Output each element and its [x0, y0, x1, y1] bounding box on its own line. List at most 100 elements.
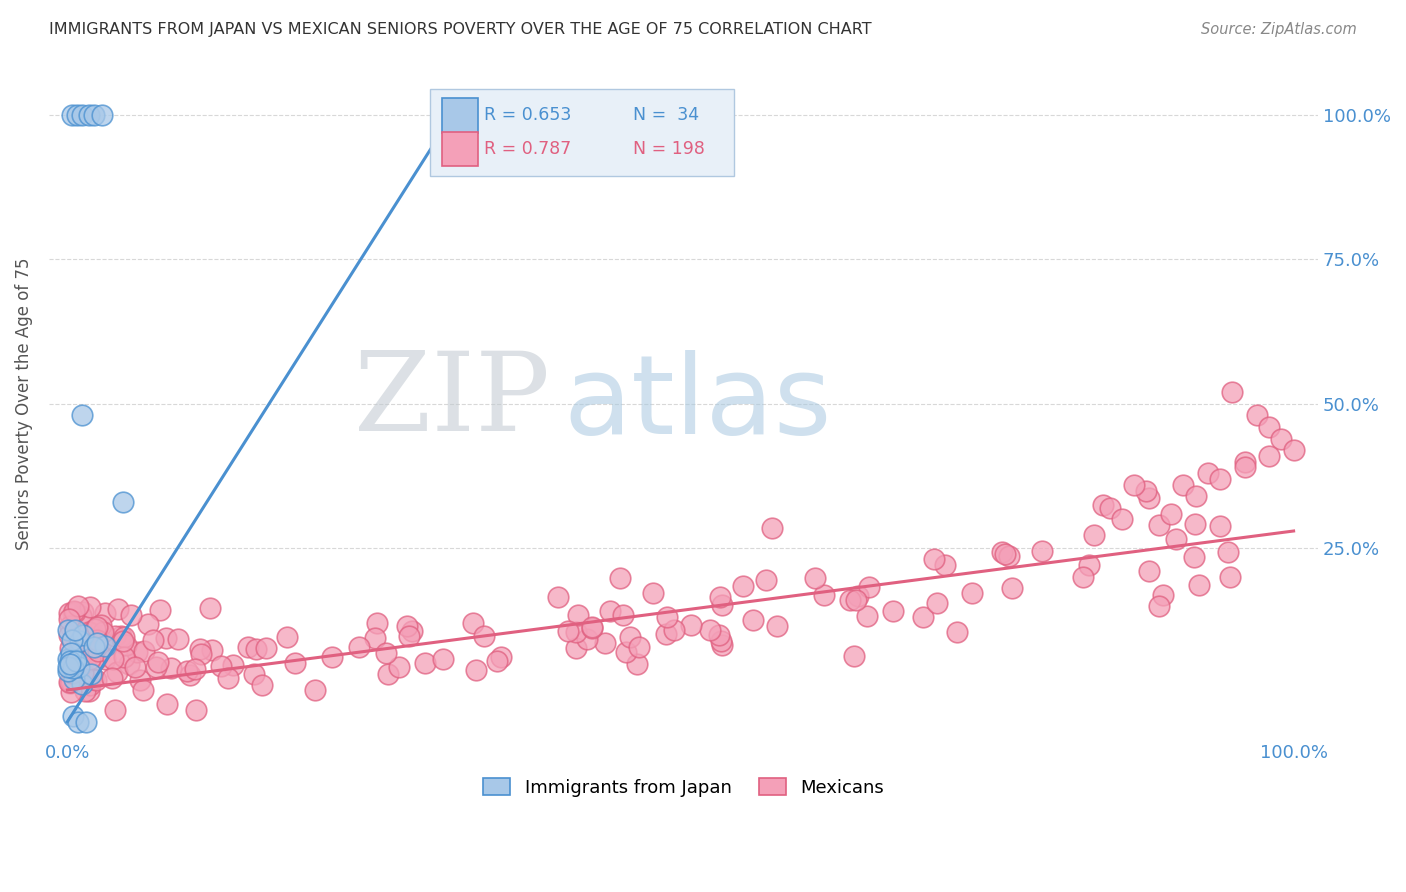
Text: N =  34: N = 34 [633, 106, 699, 125]
Point [643, 586, 665, 600]
Point [75, 665, 97, 680]
Point [62, 649, 84, 664]
Point [120, 607, 142, 622]
Point [934, 558, 956, 572]
Point [911, 610, 934, 624]
Point [104, 629, 127, 643]
Point [599, 604, 621, 618]
Point [709, 591, 731, 605]
Point [65, 654, 87, 668]
Point [804, 571, 827, 585]
Point [62, 665, 84, 680]
Point [132, 682, 155, 697]
Point [67, 660, 90, 674]
Point [59, 676, 82, 690]
Point [242, 666, 264, 681]
Point [62, 668, 84, 682]
Point [1123, 477, 1146, 491]
Point [463, 616, 485, 631]
Point [87, 640, 110, 655]
Point [401, 624, 423, 638]
Point [1071, 570, 1094, 584]
Point [765, 619, 787, 633]
Point [1137, 491, 1160, 505]
Point [134, 643, 156, 657]
Point [110, 629, 132, 643]
Point [813, 588, 835, 602]
Point [413, 656, 436, 670]
Point [60, 632, 83, 647]
Point [1184, 489, 1206, 503]
Point [395, 619, 418, 633]
Point [1160, 507, 1182, 521]
Point [366, 616, 388, 631]
Point [681, 618, 703, 632]
Point [114, 638, 136, 652]
Point [65, 632, 87, 647]
Point [62, 661, 84, 675]
Point [111, 495, 134, 509]
Point [167, 632, 190, 646]
Point [67, 714, 90, 729]
Point [252, 678, 274, 692]
Point [86, 652, 108, 666]
Point [1188, 577, 1211, 591]
Point [63, 604, 86, 618]
Point [254, 640, 277, 655]
Point [710, 634, 733, 648]
Point [377, 666, 399, 681]
Point [1135, 483, 1157, 498]
Point [1091, 498, 1114, 512]
Point [1197, 466, 1219, 480]
Point [179, 667, 201, 681]
Point [1111, 512, 1133, 526]
Point [84, 673, 107, 687]
Point [86, 633, 108, 648]
Point [63, 605, 86, 619]
Point [374, 646, 396, 660]
Legend: Immigrants from Japan, Mexicans: Immigrants from Japan, Mexicans [477, 771, 891, 804]
Point [1270, 432, 1292, 446]
Point [56, 660, 79, 674]
Point [91, 634, 114, 648]
Point [79, 678, 101, 692]
Point [62, 606, 84, 620]
Point [56, 652, 79, 666]
Point [94, 606, 117, 620]
Point [63, 653, 86, 667]
Point [82, 637, 104, 651]
Point [75, 637, 97, 651]
Point [60, 675, 83, 690]
Point [609, 571, 631, 585]
Point [62, 709, 84, 723]
Point [141, 633, 163, 648]
Point [58, 675, 80, 690]
Text: R = 0.653: R = 0.653 [484, 106, 572, 125]
Point [101, 671, 124, 685]
Point [107, 601, 129, 615]
Point [124, 660, 146, 674]
Point [80, 666, 103, 681]
Point [731, 579, 754, 593]
Point [93, 624, 115, 639]
FancyBboxPatch shape [443, 98, 478, 133]
Point [1218, 545, 1240, 559]
Point [59, 660, 82, 674]
Point [627, 640, 650, 654]
Point [94, 640, 117, 654]
Point [845, 592, 868, 607]
Point [94, 652, 117, 666]
Point [59, 657, 82, 672]
Point [59, 655, 82, 669]
Point [998, 549, 1021, 563]
Point [63, 653, 86, 667]
Point [991, 545, 1014, 559]
Point [855, 609, 877, 624]
Point [1233, 455, 1256, 469]
Point [128, 673, 150, 688]
Y-axis label: Seniors Poverty Over the Age of 75: Seniors Poverty Over the Age of 75 [15, 258, 32, 550]
Point [63, 672, 86, 686]
Point [581, 620, 603, 634]
Point [1182, 550, 1205, 565]
Point [136, 616, 159, 631]
